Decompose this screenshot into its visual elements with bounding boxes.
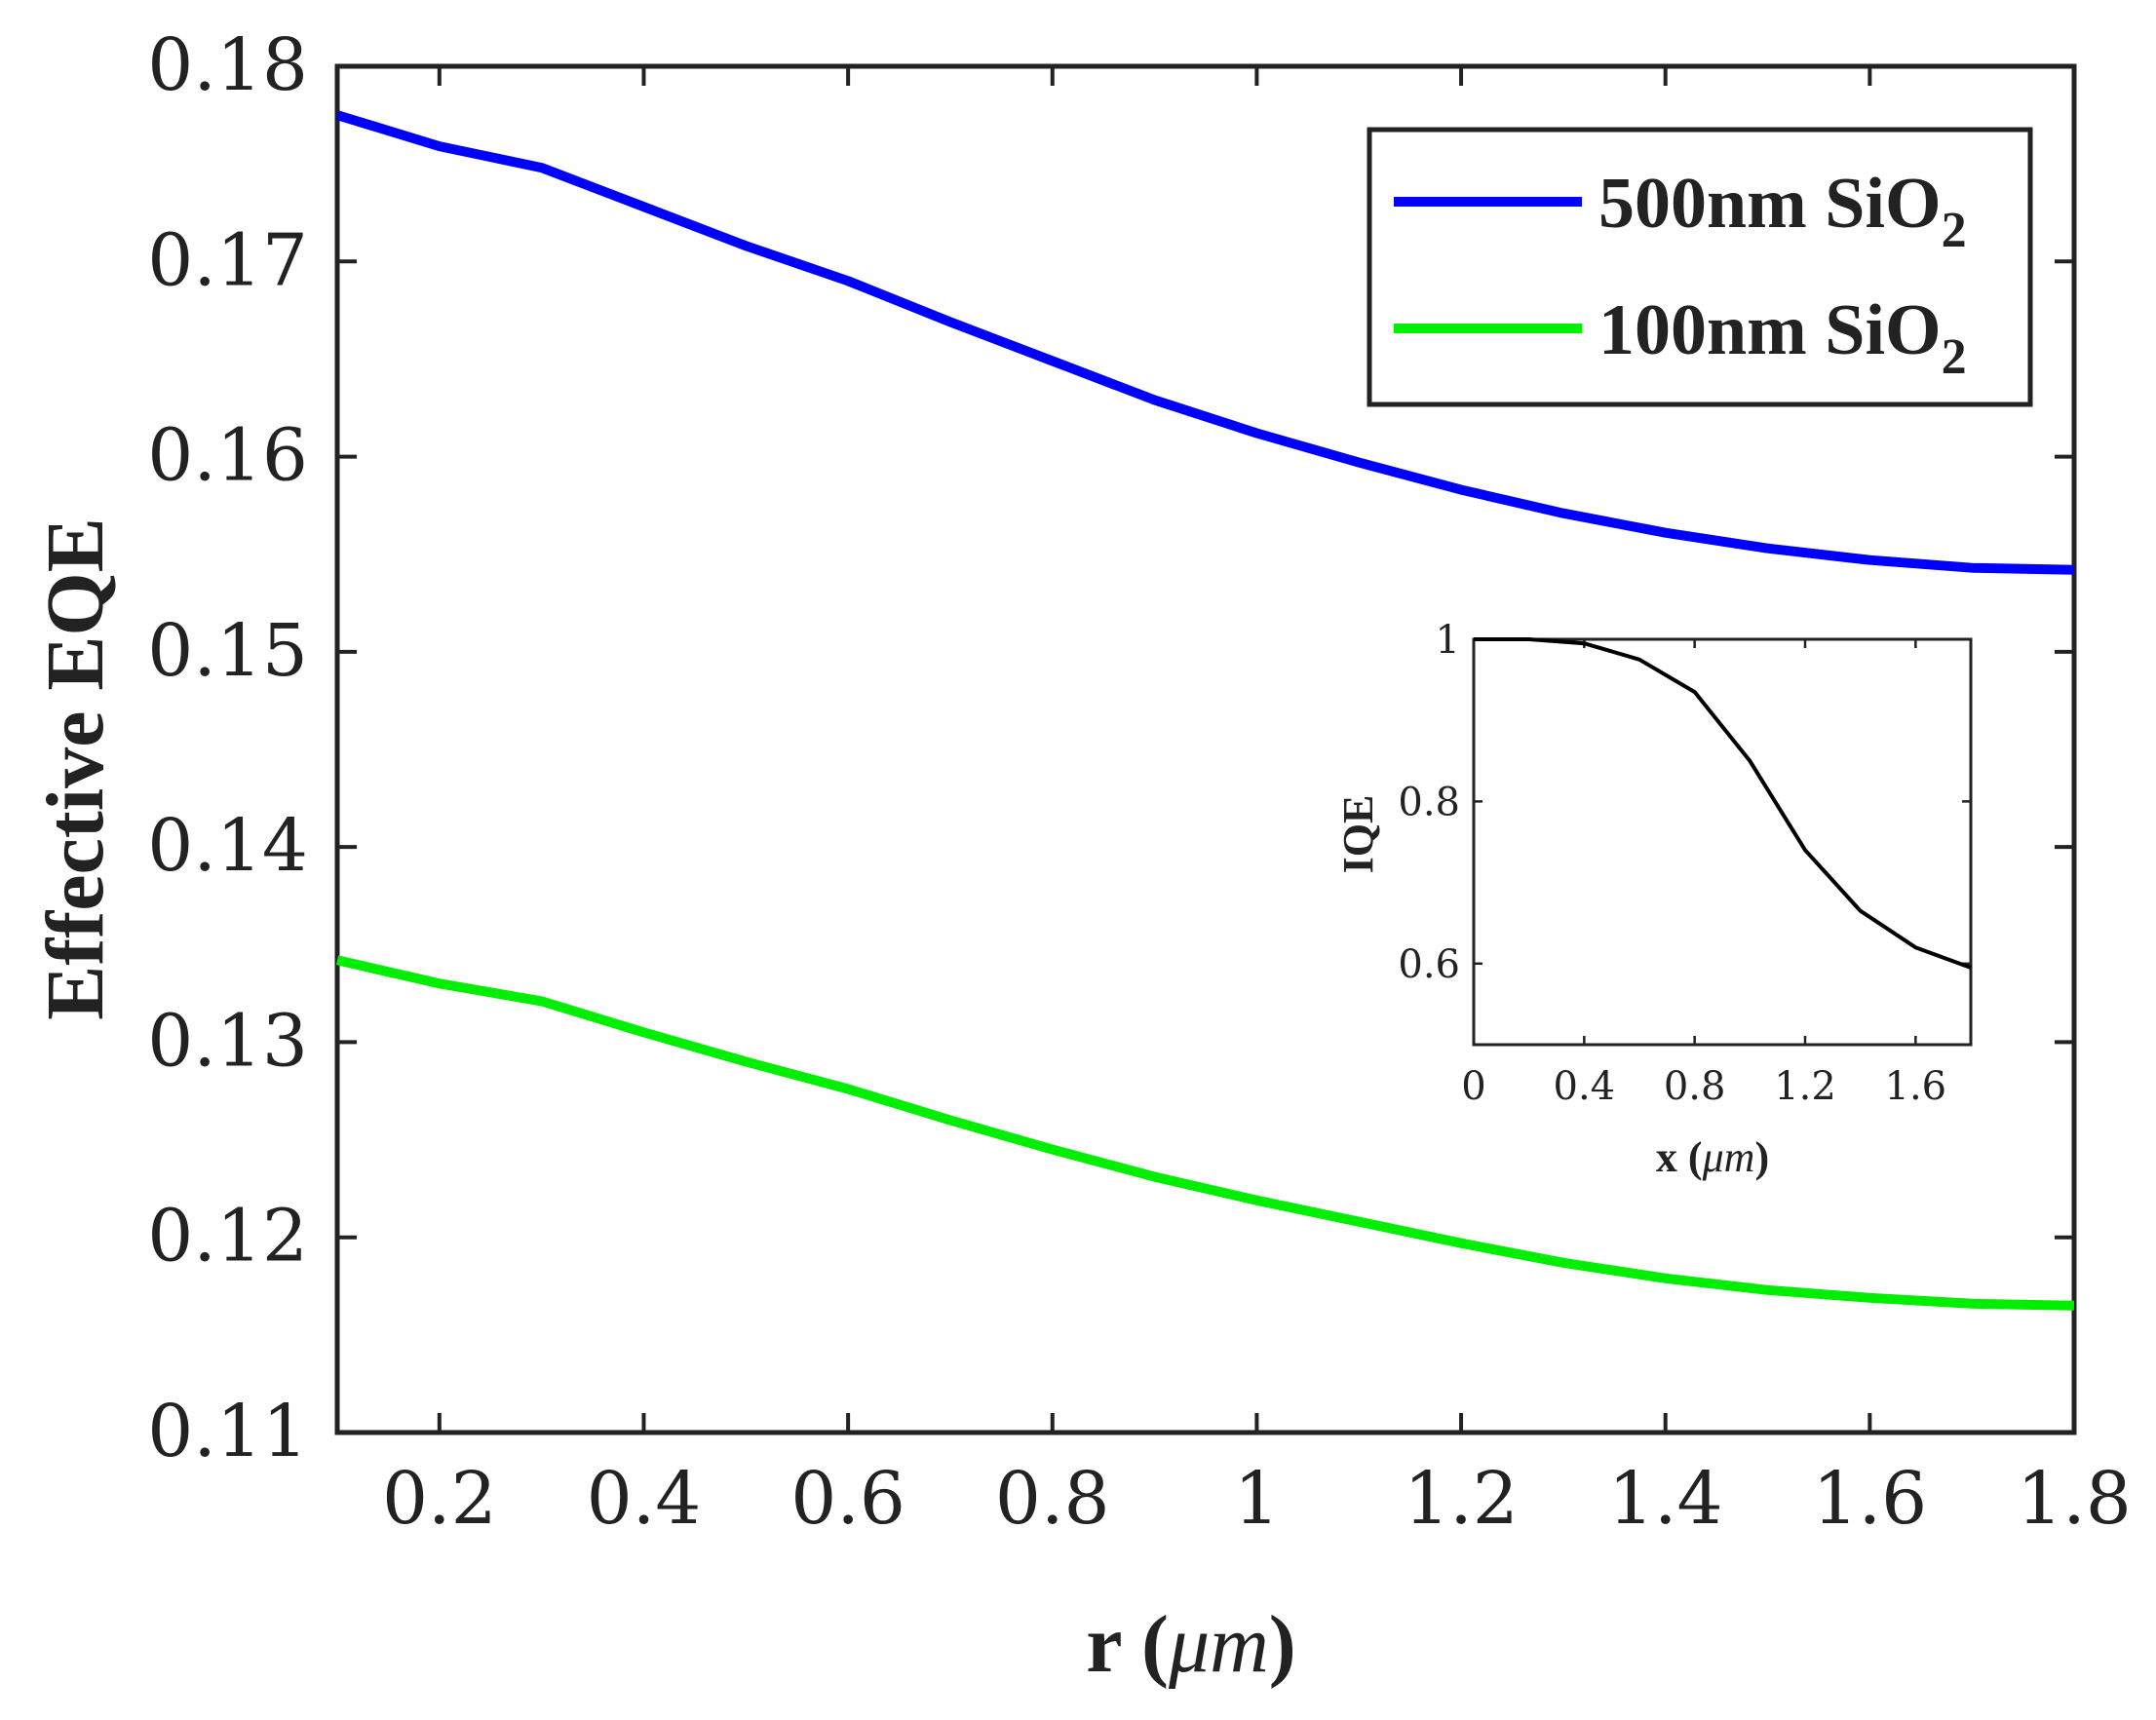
y-tick-label: 0.15: [147, 609, 308, 693]
y-tick-label: 0.16: [147, 414, 308, 498]
x-tick-label: 0.8: [995, 1457, 1110, 1541]
x-tick-label: 1.4: [1608, 1457, 1723, 1541]
inset-y-tick-label: 0.8: [1398, 780, 1460, 824]
x-tick-label: 0.2: [382, 1457, 497, 1541]
series-line-500nm: [335, 110, 2075, 575]
inset-y-axis-label: IQE: [1334, 795, 1382, 874]
inset-axes-frame: [1472, 637, 1973, 1047]
y-tick-label: 0.14: [147, 804, 308, 888]
legend-entry-label: 500nm SiO2: [1598, 164, 1967, 258]
x-tick-label: 1.6: [1813, 1457, 1928, 1541]
x-tick-label: 1.2: [1404, 1457, 1519, 1541]
inset-chart: 0 0.4 0.8 1.2 1.6 0.6 0.8 1 x (μm) IQE: [1334, 618, 1973, 1181]
y-tick-label: 0.17: [147, 218, 308, 302]
inset-x-tick-label: 1.6: [1885, 1064, 1947, 1109]
inset-x-tick-label: 0.4: [1554, 1064, 1616, 1109]
series-line-100nm: [335, 955, 2075, 1311]
y-tick-label: 0.18: [147, 23, 308, 107]
x-axis-label: r (μm): [1086, 1599, 1296, 1690]
legend-entry-label: 100nm SiO2: [1598, 290, 1967, 385]
inset-x-tick-label: 1.2: [1774, 1064, 1836, 1109]
x-tick-label: 1.8: [2017, 1457, 2132, 1541]
inset-x-tick-label: 0.8: [1664, 1064, 1726, 1109]
inset-x-tick-label: 0: [1461, 1064, 1485, 1109]
inset-x-axis-label: x (μm): [1656, 1133, 1769, 1181]
y-tick-label: 0.11: [147, 1390, 308, 1473]
inset-y-tick-label: 0.6: [1398, 942, 1460, 987]
y-axis-label: Effective EQE: [30, 517, 121, 1020]
x-tick-label: 0.4: [587, 1457, 702, 1541]
main-axes-frame: [334, 63, 2077, 1435]
x-tick-label: 1: [1234, 1457, 1280, 1541]
legend-frame: [1367, 127, 2033, 407]
main-chart: 0.2 0.4 0.6 0.8 1 1.2 1.4 1.6 1.8 0.11 0.12 0.13 0.1…: [30, 23, 2132, 1690]
inset-series-line: [1474, 637, 1972, 970]
legend: 500nm SiO2 100nm SiO2: [1367, 127, 2033, 407]
inset-y-tick-label: 1: [1436, 618, 1460, 663]
x-tick-label: 0.6: [790, 1457, 905, 1541]
y-tick-label: 0.12: [147, 1195, 308, 1279]
y-tick-label: 0.13: [147, 999, 308, 1083]
